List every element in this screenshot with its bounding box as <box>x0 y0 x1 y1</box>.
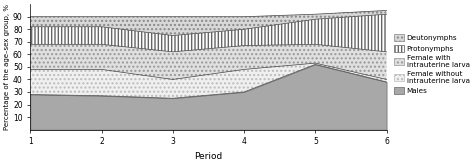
Y-axis label: Percentage of the age–sex group, %: Percentage of the age–sex group, % <box>4 4 10 130</box>
X-axis label: Period: Period <box>194 152 223 161</box>
Legend: Deutonymphs, Protonymphs, Female with
intrauterine larva, Female without
intraut: Deutonymphs, Protonymphs, Female with in… <box>394 34 470 94</box>
